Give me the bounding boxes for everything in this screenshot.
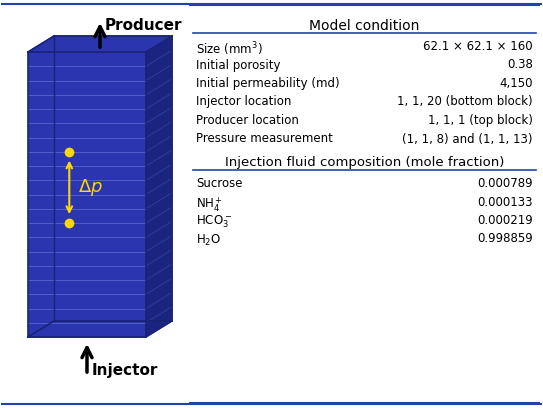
Text: 1, 1, 1 (top block): 1, 1, 1 (top block) bbox=[428, 114, 533, 127]
Text: 0.000219: 0.000219 bbox=[477, 214, 533, 227]
Text: 0.000789: 0.000789 bbox=[477, 177, 533, 190]
Text: H$_2$O: H$_2$O bbox=[196, 233, 221, 248]
Polygon shape bbox=[146, 36, 172, 337]
Text: Pressure measurement: Pressure measurement bbox=[196, 133, 333, 146]
Polygon shape bbox=[28, 36, 172, 52]
Text: Model condition: Model condition bbox=[310, 19, 420, 33]
Text: 0.000133: 0.000133 bbox=[477, 195, 533, 208]
Polygon shape bbox=[28, 321, 172, 337]
Text: HCO$_3^-$: HCO$_3^-$ bbox=[196, 214, 232, 231]
Text: 0.998859: 0.998859 bbox=[477, 233, 533, 246]
Text: Injector: Injector bbox=[92, 362, 159, 377]
Text: 4,150: 4,150 bbox=[500, 77, 533, 90]
Text: $\Delta p$: $\Delta p$ bbox=[78, 177, 103, 198]
Text: Initial permeability (md): Initial permeability (md) bbox=[196, 77, 339, 90]
Text: Sucrose: Sucrose bbox=[196, 177, 243, 190]
Text: Injection fluid composition (mole fraction): Injection fluid composition (mole fracti… bbox=[225, 156, 504, 169]
Text: (1, 1, 8) and (1, 1, 13): (1, 1, 8) and (1, 1, 13) bbox=[402, 133, 533, 146]
Text: Producer: Producer bbox=[105, 18, 182, 33]
Text: 0.38: 0.38 bbox=[507, 58, 533, 71]
Text: Producer location: Producer location bbox=[196, 114, 299, 127]
Text: Injector location: Injector location bbox=[196, 95, 292, 109]
Text: Size (mm$^3$): Size (mm$^3$) bbox=[196, 40, 263, 58]
Text: Initial porosity: Initial porosity bbox=[196, 58, 281, 71]
Text: NH$_4^+$: NH$_4^+$ bbox=[196, 195, 223, 214]
Text: 1, 1, 20 (bottom block): 1, 1, 20 (bottom block) bbox=[397, 95, 533, 109]
Bar bbox=[28, 52, 146, 337]
Text: 62.1 × 62.1 × 160: 62.1 × 62.1 × 160 bbox=[424, 40, 533, 53]
